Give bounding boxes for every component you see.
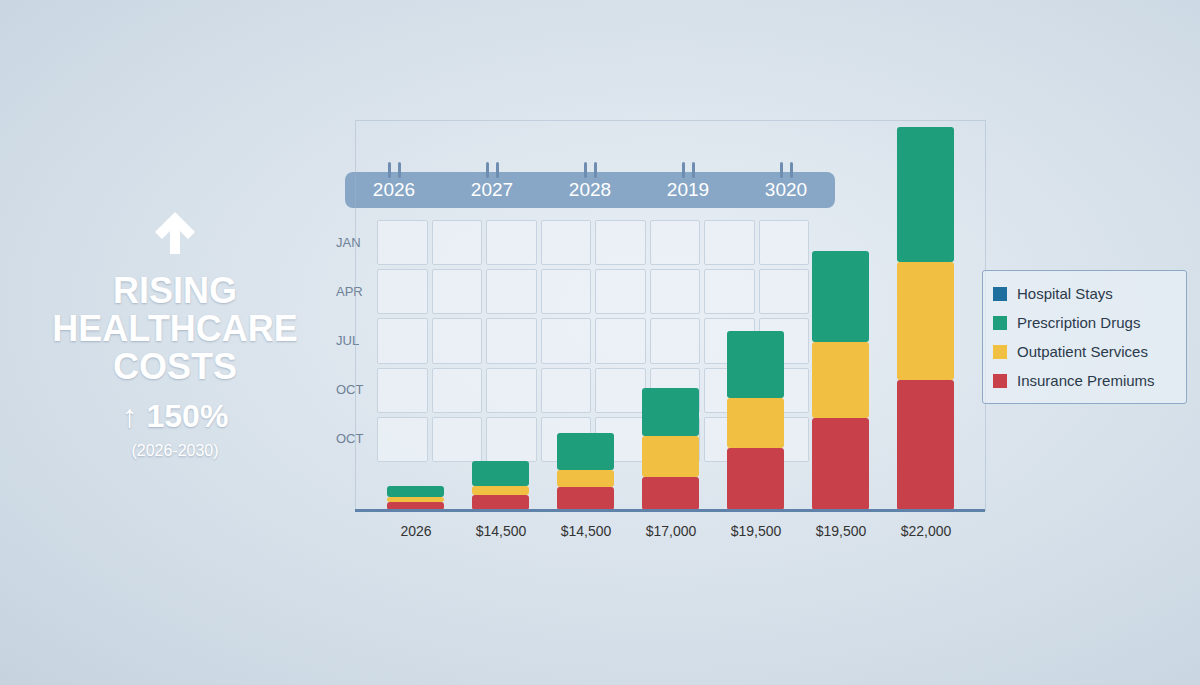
html-text:OCT: OCT xyxy=(336,431,364,447)
html-text:Insurance Premiums: Insurance Premiums xyxy=(1017,372,1155,389)
html-text:Hospital Stays: Hospital Stays xyxy=(1017,285,1113,302)
svg-text:$19,500: $19,500 xyxy=(816,523,867,539)
svg-text:$22,000: $22,000 xyxy=(901,523,952,539)
svg-text:$17,000: $17,000 xyxy=(646,523,697,539)
html-text:RISING HEALTHCARE COSTS: RISING HEALTHCARE COSTS xyxy=(52,270,298,387)
html-text:OCT: OCT xyxy=(336,382,364,398)
html-text:↑ 150%: ↑ 150% xyxy=(121,398,229,434)
html-text:APR: APR xyxy=(336,283,363,299)
html-text:(2026-2030): (2026-2030) xyxy=(131,442,219,459)
html-text:JUL: JUL xyxy=(336,333,360,348)
html-text:JAN: JAN xyxy=(336,234,361,250)
html-text:2026: 2026 xyxy=(372,179,416,200)
html-text:2028: 2028 xyxy=(568,179,612,200)
html-text:2019: 2019 xyxy=(666,179,710,200)
svg-text:2026: 2026 xyxy=(400,523,431,539)
svg-text:$14,500: $14,500 xyxy=(561,523,612,539)
svg-text:$19,500: $19,500 xyxy=(731,523,782,539)
html-text:3020: 3020 xyxy=(764,179,808,200)
svg-text:$14,500: $14,500 xyxy=(476,523,527,539)
html-text:Prescription Drugs: Prescription Drugs xyxy=(1017,314,1141,331)
html-text:2027: 2027 xyxy=(470,179,514,200)
html-text:Outpatient Services: Outpatient Services xyxy=(1017,343,1148,360)
